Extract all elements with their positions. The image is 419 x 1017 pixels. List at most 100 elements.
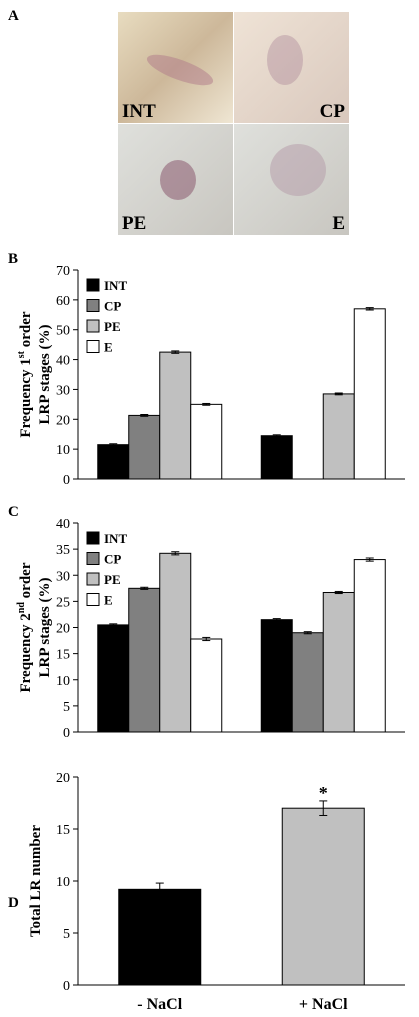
micrograph-label: E	[332, 213, 345, 234]
error-bar	[202, 636, 211, 642]
y-tick-label: 40	[56, 517, 70, 532]
bar	[353, 308, 386, 480]
legend-label: CP	[104, 552, 121, 567]
y-tick-label: 50	[56, 324, 70, 339]
legend-label: PE	[104, 319, 121, 334]
y-axis-label-sup: nd	[16, 602, 27, 614]
x-tick-label: + NaCl	[299, 996, 348, 1013]
y-axis-label: LRP stages (%)	[37, 325, 53, 425]
micrograph	[234, 12, 349, 123]
y-axis-label: Frequency 2nd order	[16, 562, 34, 692]
bar	[190, 403, 223, 480]
micrograph-detail	[270, 144, 326, 196]
micrograph-detail	[160, 160, 196, 200]
legend-label: E	[104, 593, 113, 608]
y-tick-label: 0	[63, 726, 70, 741]
legend-swatch	[86, 531, 100, 545]
micrograph-label: INT	[122, 101, 156, 122]
bar	[128, 587, 161, 733]
y-axis-label-part: order	[18, 311, 34, 351]
legend-swatch	[86, 572, 100, 586]
y-axis-label-part: Frequency 1	[18, 358, 34, 437]
error-bar	[319, 800, 328, 816]
y-tick-label: 20	[56, 622, 70, 637]
legend-swatch	[86, 278, 100, 292]
y-tick-label: 10	[56, 875, 70, 890]
bar	[97, 624, 130, 733]
error-bar	[140, 414, 149, 417]
y-tick-label: 40	[56, 354, 70, 369]
annotation: *	[319, 783, 328, 803]
y-tick-label: 15	[56, 648, 70, 663]
y-tick-label: 35	[56, 543, 70, 558]
y-axis-label-part: Frequency 2	[18, 613, 34, 692]
bar	[322, 591, 355, 733]
error-bar	[334, 590, 343, 595]
micrograph-label: PE	[122, 213, 146, 234]
error-bar	[109, 443, 118, 447]
y-tick-label: 30	[56, 383, 70, 398]
legend-label: INT	[104, 531, 127, 546]
bar	[190, 638, 223, 733]
x-tick-label: - NaCl	[137, 996, 182, 1013]
y-tick-label: 10	[56, 674, 70, 689]
error-bar	[334, 392, 343, 396]
bar	[97, 444, 130, 480]
legend-swatch	[86, 319, 100, 333]
y-axis-label-part: Total LR number	[28, 825, 44, 937]
bar	[159, 351, 192, 480]
legend-swatch	[86, 593, 100, 606]
legend-swatch	[86, 340, 100, 353]
bar	[281, 807, 365, 986]
panel-label: D	[8, 895, 19, 911]
panel-label: B	[8, 251, 18, 267]
bar	[128, 414, 161, 480]
error-bar	[303, 631, 312, 635]
legend-label: CP	[104, 299, 121, 314]
error-bar	[272, 618, 281, 622]
error-bar	[109, 623, 118, 627]
panel-label: C	[8, 504, 19, 520]
error-bar	[365, 307, 374, 311]
bar	[260, 435, 293, 480]
y-tick-label: 15	[56, 823, 70, 838]
y-tick-label: 5	[63, 700, 70, 715]
y-axis-label-sup: st	[16, 350, 27, 358]
y-tick-label: 0	[63, 979, 70, 994]
y-tick-label: 20	[56, 413, 70, 428]
y-tick-label: 5	[63, 927, 70, 942]
bar	[260, 619, 293, 733]
micrographs: INT CP PE E	[118, 12, 349, 235]
micrograph-detail	[267, 35, 303, 85]
error-bar	[171, 350, 180, 354]
y-axis-label-part: order	[18, 562, 34, 602]
bar	[353, 559, 386, 733]
error-bar	[171, 551, 180, 556]
y-axis-label: Total LR number	[28, 825, 44, 937]
y-tick-label: 10	[56, 443, 70, 458]
bar	[322, 393, 355, 480]
error-bar	[140, 586, 149, 590]
legend-label: PE	[104, 572, 121, 587]
legend-swatch	[86, 552, 100, 565]
y-tick-label: 25	[56, 595, 70, 610]
y-tick-label: 30	[56, 569, 70, 584]
bar	[159, 552, 192, 733]
error-bar	[202, 402, 211, 406]
y-axis-label: LRP stages (%)	[37, 578, 53, 678]
error-bar	[365, 557, 374, 562]
y-axis-label: Frequency 1st order	[16, 311, 34, 437]
legend-swatch	[86, 299, 100, 312]
error-bar	[155, 882, 164, 897]
bar	[118, 888, 202, 986]
legend-label: E	[104, 340, 113, 355]
micrograph-label: CP	[320, 101, 346, 122]
y-tick-label: 60	[56, 294, 70, 309]
legend-label: INT	[104, 278, 127, 293]
y-tick-label: 0	[63, 473, 70, 488]
y-tick-label: 70	[56, 264, 70, 279]
bar	[291, 632, 324, 733]
error-bar	[272, 434, 281, 438]
